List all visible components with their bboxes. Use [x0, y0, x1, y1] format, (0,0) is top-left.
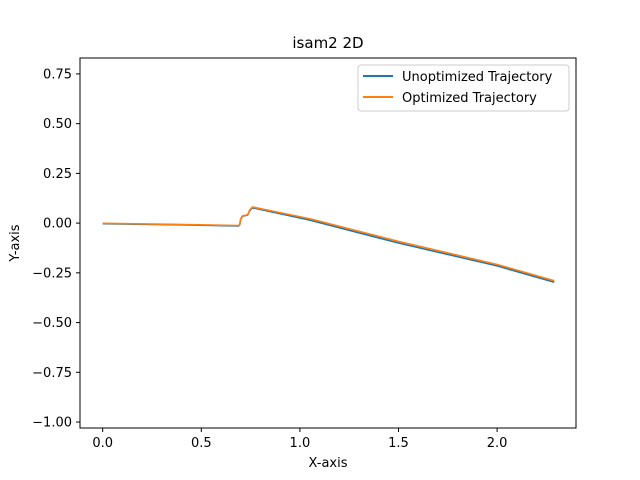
- y-axis-ticks: −1.00 −0.75 −0.50 −0.25 0.00 0.25 0.50 0.75: [32, 67, 80, 431]
- legend-label-optimized: Optimized Trajectory: [402, 91, 537, 106]
- x-tick-label: 2.0: [487, 436, 508, 451]
- y-axis-title: Y-axis: [8, 224, 23, 262]
- y-tick-label: −0.50: [32, 316, 72, 331]
- x-tick-label: 0.5: [191, 436, 212, 451]
- y-tick-label: −1.00: [32, 416, 72, 431]
- x-axis-title: X-axis: [309, 456, 348, 471]
- y-tick-label: 0.25: [43, 167, 72, 182]
- x-tick-label: 1.5: [388, 436, 409, 451]
- x-tick-label: 1.0: [290, 436, 311, 451]
- x-tick-label: 0.0: [92, 436, 113, 451]
- legend-box: [357, 64, 570, 112]
- y-tick-label: −0.75: [32, 366, 72, 381]
- x-axis-ticks: 0.0 0.5 1.0 1.5 2.0: [92, 428, 507, 451]
- legend-label-unoptimized: Unoptimized Trajectory: [402, 70, 553, 85]
- series-line-optimized: [102, 206, 555, 282]
- y-tick-label: 0.00: [43, 217, 72, 232]
- axes-frame: [79, 57, 577, 429]
- chart-title: isam2 2D: [292, 34, 363, 52]
- y-tick-label: −0.25: [32, 266, 72, 281]
- legend: Unoptimized Trajectory Optimized Traject…: [357, 64, 570, 112]
- y-tick-label: 0.75: [43, 67, 72, 82]
- y-tick-label: 0.50: [43, 117, 72, 132]
- series-layer: [102, 206, 555, 283]
